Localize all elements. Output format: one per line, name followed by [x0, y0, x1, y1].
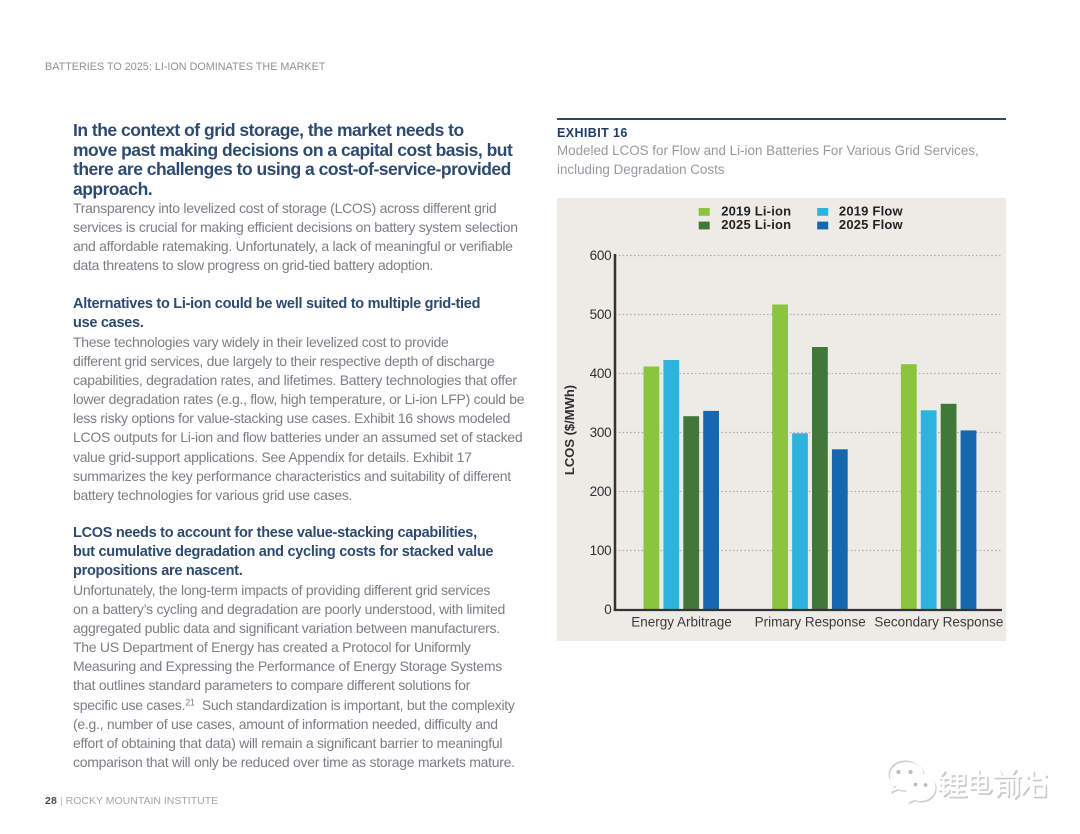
svg-text:0: 0: [604, 602, 611, 617]
svg-text:Energy Arbitrage: Energy Arbitrage: [631, 615, 732, 630]
svg-text:2019 Li-ion: 2019 Li-ion: [721, 203, 791, 218]
svg-text:LCOS ($/MWh): LCOS ($/MWh): [562, 385, 577, 475]
svg-text:Secondary Response: Secondary Response: [874, 615, 1003, 630]
svg-text:300: 300: [590, 425, 612, 440]
svg-text:2025 Li-ion: 2025 Li-ion: [721, 217, 791, 232]
svg-text:200: 200: [590, 484, 612, 499]
svg-text:400: 400: [590, 366, 612, 381]
svg-text:2025 Flow: 2025 Flow: [839, 217, 904, 232]
svg-text:100: 100: [590, 543, 612, 558]
svg-text:2019 Flow: 2019 Flow: [839, 203, 904, 218]
svg-text:600: 600: [590, 248, 612, 263]
svg-text:500: 500: [590, 307, 612, 322]
svg-text:Primary Response: Primary Response: [755, 615, 866, 630]
